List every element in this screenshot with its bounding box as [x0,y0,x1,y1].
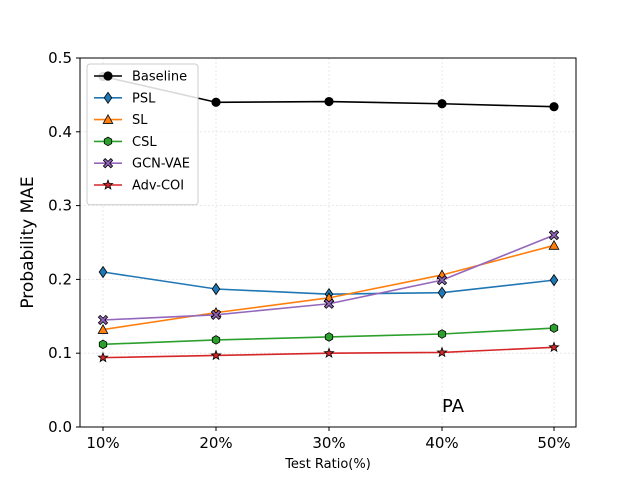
y-tick-label: 0.4 [48,123,72,141]
legend-marker [102,179,114,190]
series-adv-coi [97,341,560,363]
legend: Baseline PSL SL CSL GCN-VAE Adv-COI [86,63,199,206]
legend-marker [103,71,113,81]
y-tick-label: 0.3 [48,197,72,215]
data-point-psl [549,273,559,287]
data-point-adv-coi [210,349,222,361]
legend-item-csl: CSL [94,135,157,150]
legend-label: Adv-COI [132,179,184,194]
legend-item-sl: SL [94,113,148,128]
data-point-psl [98,265,108,279]
data-point-psl [211,282,221,296]
legend-item-adv-coi: Adv-COI [94,179,184,194]
data-point-sl [548,239,560,250]
data-point-csl [549,323,559,333]
legend-item-baseline: Baseline [94,70,187,85]
x-tick-label: 40% [425,434,458,452]
x-axis-label: Test Ratio(%) [284,457,371,472]
data-point-csl [324,332,334,342]
data-point-sl [97,323,109,334]
legend-label: Baseline [132,70,187,85]
legend-label: CSL [132,135,157,150]
legend-marker [102,113,114,124]
x-tick-label: 20% [199,434,232,452]
x-tick-label: 10% [86,434,119,452]
x-tick-label: 50% [537,434,570,452]
y-tick-label: 0.2 [48,270,72,288]
plot-frame [79,57,577,428]
legend-box [86,63,199,206]
data-point-baseline [211,97,221,107]
data-point-csl [211,335,221,345]
legend-marker [103,91,113,105]
data-point-gcn-vae [548,229,560,241]
data-point-psl [437,286,447,299]
legend-label: SL [132,113,148,128]
legend-item-psl: PSL [94,91,156,106]
data-point-adv-coi [436,346,448,358]
x-tick-label: 30% [312,434,345,452]
data-point-baseline [437,99,447,109]
data-point-gcn-vae [210,309,222,320]
y-tick-label: 0.1 [48,344,72,362]
series-csl [98,323,559,350]
data-point-adv-coi [97,351,109,363]
axes: 0.0 0.1 0.2 0.3 0.4 0.5 10% 20% 30% 40% 50% [48,49,571,452]
data-point-baseline [324,96,334,107]
y-tick-label: 0.0 [48,418,72,436]
data-point-csl [98,339,108,350]
data-point-baseline [549,102,559,112]
data-point-gcn-vae [436,274,448,286]
legend-item-gcn-vae: GCN-VAE [94,157,190,172]
legend-marker [102,158,114,169]
y-axis-label: Probability MAE [18,176,38,308]
legend-marker [103,136,113,147]
series-gcn-vae [97,229,560,326]
y-tick-label: 0.5 [48,49,72,67]
legend-label: PSL [132,91,156,106]
legend-label: GCN-VAE [132,157,190,172]
data-point-adv-coi [548,341,560,353]
data-point-gcn-vae [323,298,335,309]
data-point-csl [437,329,447,339]
data-point-gcn-vae [97,314,109,326]
plot-annotation: PA [442,396,465,417]
data-point-adv-coi [323,347,335,359]
